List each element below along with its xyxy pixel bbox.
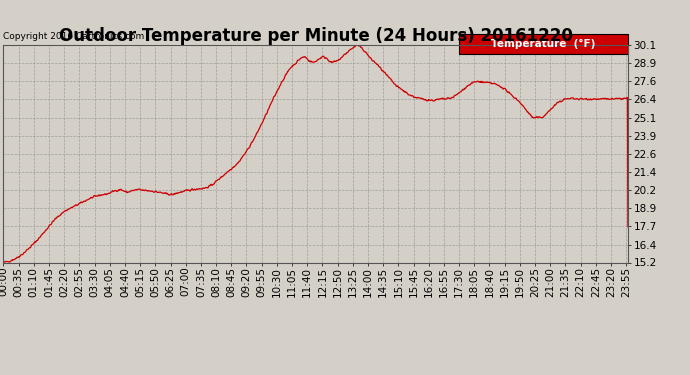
Title: Outdoor Temperature per Minute (24 Hours) 20161220: Outdoor Temperature per Minute (24 Hours…	[59, 27, 573, 45]
Bar	[460, 34, 628, 54]
Text: Copyright 2016 Cartronics.com: Copyright 2016 Cartronics.com	[3, 32, 145, 40]
Text: Temperature  (°F): Temperature (°F)	[491, 39, 595, 49]
